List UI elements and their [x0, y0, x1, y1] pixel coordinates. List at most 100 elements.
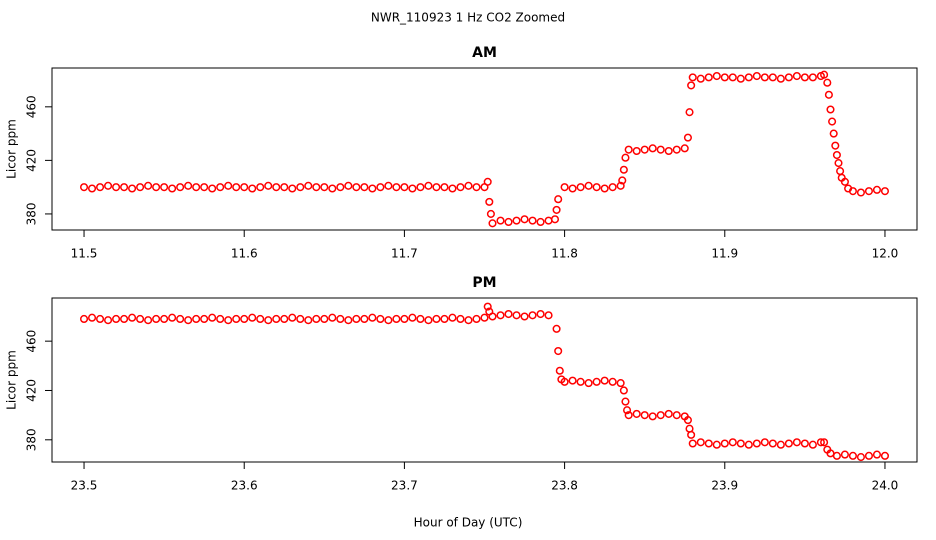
- data-point: [200, 314, 209, 324]
- data-point: [552, 205, 561, 214]
- data-point: [208, 184, 217, 193]
- data-point: [400, 183, 409, 192]
- data-point: [448, 184, 457, 193]
- data-point: [376, 183, 385, 192]
- data-point: [736, 74, 745, 83]
- data-point: [216, 183, 225, 192]
- data-point: [683, 416, 692, 425]
- data-point: [296, 183, 305, 192]
- data-point: [87, 184, 97, 193]
- data-point: [528, 311, 537, 320]
- data-point: [576, 183, 585, 192]
- data-point: [408, 313, 417, 322]
- data-point: [192, 314, 201, 324]
- data-point: [640, 145, 649, 154]
- data-point: [160, 314, 169, 324]
- data-point: [680, 144, 689, 153]
- data-point: [808, 440, 817, 449]
- data-point: [568, 184, 577, 193]
- data-point: [800, 73, 809, 82]
- y-axis-label: Licor ppm: [5, 350, 19, 410]
- data-point: [648, 144, 657, 153]
- data-point: [829, 129, 838, 138]
- data-point: [848, 187, 857, 196]
- data-point: [352, 314, 361, 324]
- data-point: [648, 412, 657, 421]
- data-point: [619, 165, 628, 174]
- data-point: [687, 430, 696, 439]
- data-point: [720, 73, 729, 82]
- data-point: [704, 73, 713, 82]
- data-point: [840, 450, 849, 459]
- data-point: [304, 316, 313, 325]
- data-point: [520, 312, 529, 321]
- data-point: [136, 183, 145, 192]
- data-point: [320, 314, 329, 324]
- data-point: [400, 314, 409, 324]
- data-point: [600, 184, 609, 193]
- data-point: [536, 309, 545, 319]
- data-point: [672, 411, 681, 420]
- data-point: [504, 309, 513, 319]
- data-point: [872, 185, 882, 194]
- data-point: [664, 409, 673, 418]
- data-point: [136, 314, 145, 324]
- data-point: [624, 145, 633, 154]
- data-point: [592, 183, 601, 192]
- data-point: [424, 181, 433, 190]
- data-point: [800, 439, 809, 448]
- data-point: [368, 313, 377, 322]
- x-tick-label: 11.6: [231, 247, 258, 261]
- data-point: [456, 314, 465, 324]
- data-point: [744, 73, 753, 82]
- x-tick-label: 12.0: [872, 247, 899, 261]
- x-tick-label: 23.6: [231, 479, 258, 493]
- data-point: [672, 145, 681, 154]
- data-point: [416, 183, 425, 192]
- data-point: [632, 409, 641, 418]
- data-point: [624, 411, 633, 420]
- data-point: [485, 197, 494, 206]
- data-point: [688, 439, 697, 448]
- data-point: [232, 183, 241, 192]
- data-point: [360, 183, 369, 192]
- data-point: [616, 379, 625, 388]
- data-point: [618, 176, 627, 185]
- data-point: [826, 105, 835, 114]
- data-point: [752, 439, 761, 448]
- data-point: [256, 183, 265, 192]
- data-point: [544, 311, 553, 320]
- data-point: [744, 440, 753, 449]
- data-point: [856, 453, 865, 462]
- data-point: [440, 314, 449, 324]
- data-point: [384, 316, 393, 325]
- data-point: [216, 314, 225, 324]
- data-point: [248, 313, 257, 322]
- data-point: [200, 183, 209, 192]
- data-point: [824, 90, 833, 99]
- data-point: [784, 439, 793, 448]
- y-tick-label: 460: [25, 95, 39, 118]
- data-point: [820, 70, 829, 79]
- data-point: [488, 219, 497, 228]
- data-point: [176, 314, 185, 324]
- data-point: [416, 314, 425, 324]
- data-point: [768, 73, 777, 82]
- data-point: [616, 181, 625, 190]
- data-point: [296, 314, 305, 324]
- data-point: [704, 439, 713, 448]
- x-tick-label: 11.7: [391, 247, 418, 261]
- data-point: [272, 183, 281, 192]
- data-point: [280, 183, 289, 192]
- data-point: [104, 316, 113, 325]
- data-point: [312, 183, 321, 192]
- y-tick-label: 420: [25, 379, 39, 402]
- data-point: [728, 73, 737, 82]
- data-point: [464, 181, 473, 190]
- data-point: [696, 74, 705, 83]
- data-point: [152, 183, 161, 192]
- data-point: [584, 181, 593, 190]
- data-point: [504, 217, 513, 227]
- data-point: [120, 314, 129, 324]
- data-point: [248, 184, 257, 193]
